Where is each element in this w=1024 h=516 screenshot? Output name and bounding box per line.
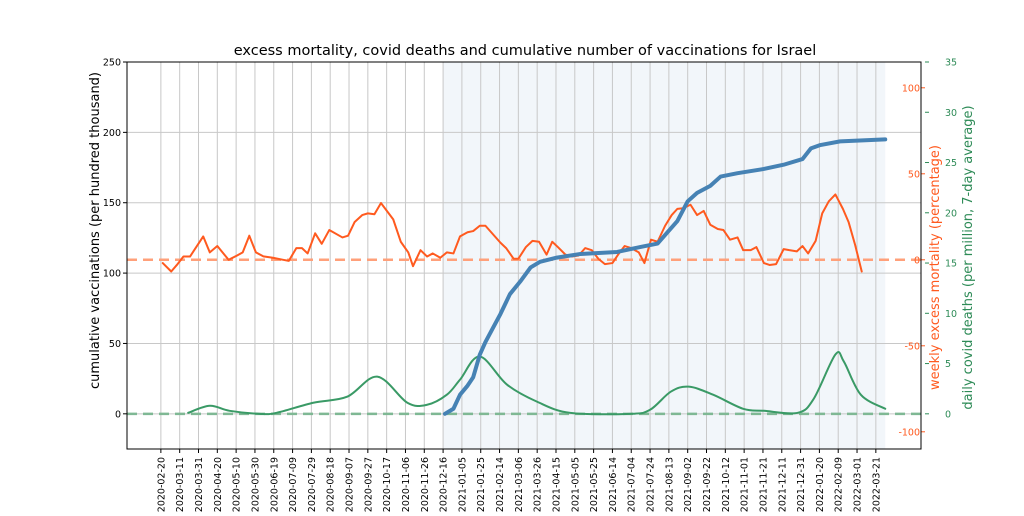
x-tick-label: 2021-01-25 — [476, 457, 487, 512]
x-tick-label: 2020-09-07 — [345, 457, 356, 512]
x-tick-label: 2020-03-31 — [194, 457, 205, 512]
chart-title: excess mortality, covid deaths and cumul… — [234, 43, 817, 59]
x-tick-label: 2021-03-26 — [533, 457, 544, 512]
y-tick-label-deaths: 0 — [945, 409, 951, 420]
x-tick-label: 2021-09-02 — [683, 457, 694, 512]
x-tick-label: 2021-10-12 — [721, 457, 732, 512]
x-tick-label: 2020-07-09 — [288, 457, 299, 512]
x-tick-label: 2020-08-18 — [326, 457, 337, 512]
x-tick-label: 2020-04-20 — [213, 457, 224, 512]
x-tick-label: 2022-03-21 — [871, 457, 882, 512]
x-tick-label: 2021-11-01 — [740, 457, 751, 512]
x-tick-label: 2020-11-26 — [420, 457, 431, 512]
y-tick-label-left: 100 — [103, 269, 121, 280]
x-tick-label: 2020-06-19 — [269, 457, 280, 512]
y-tick-label-deaths: 20 — [945, 208, 957, 219]
x-tick-label: 2021-08-13 — [664, 457, 675, 512]
x-tick-label: 2021-07-24 — [646, 457, 657, 512]
y-tick-label-deaths: 35 — [945, 58, 957, 69]
y-axis-label-excess: weekly excess mortality (percentage) — [928, 145, 943, 390]
x-tick-label: 2021-02-14 — [495, 457, 506, 512]
plot-frame — [126, 61, 922, 450]
y-tick-label-left: 200 — [103, 128, 121, 139]
excess-mortality-line — [161, 193, 863, 273]
y-tick-label-excess: 50 — [908, 169, 920, 180]
y-tick-label-excess: 0 — [914, 255, 920, 266]
y-axis-label-left: cumulative vaccinations (per hundred tho… — [88, 72, 103, 389]
y-tick-label-left: 0 — [115, 409, 121, 420]
y-tick-label-excess: -100 — [898, 427, 920, 438]
x-tick-label: 2021-01-05 — [457, 457, 468, 512]
x-tick-label: 2021-09-22 — [702, 457, 713, 512]
x-tick-label: 2021-12-11 — [777, 457, 788, 512]
y-tick-label-excess: -50 — [904, 341, 920, 352]
y-tick-label-deaths: 5 — [945, 359, 951, 370]
y-tick-label-left: 150 — [103, 198, 121, 209]
x-tick-label: 2020-10-17 — [382, 457, 393, 512]
x-tick-label: 2021-06-14 — [608, 457, 619, 512]
vaccination-period-shading — [443, 62, 886, 449]
y-tick-label-excess: 100 — [902, 83, 920, 94]
x-tick-label: 2020-12-16 — [439, 457, 450, 512]
x-tick-label: 2020-02-20 — [156, 457, 167, 512]
x-tick-label: 2022-02-09 — [834, 457, 845, 512]
y-tick-label-deaths: 15 — [945, 259, 957, 270]
x-tick-label: 2021-03-06 — [514, 457, 525, 512]
x-tick-label: 2021-12-31 — [796, 457, 807, 512]
covid-deaths-line — [187, 351, 887, 416]
x-tick-label: 2021-05-05 — [570, 457, 581, 512]
x-tick-label: 2021-07-04 — [627, 457, 638, 512]
x-tick-label: 2021-11-21 — [758, 457, 769, 512]
x-tick-label: 2022-03-01 — [853, 457, 864, 512]
x-tick-label: 2021-04-15 — [551, 457, 562, 512]
y-tick-label-left: 50 — [109, 339, 121, 350]
y-axis-label-deaths: daily covid deaths (per million, 7-day a… — [961, 105, 976, 409]
x-tick-label: 2021-05-25 — [589, 457, 600, 512]
x-tick-label: 2020-11-06 — [401, 457, 412, 512]
x-tick-label: 2020-09-27 — [363, 457, 374, 512]
y-tick-label-deaths: 25 — [945, 158, 957, 169]
x-tick-label: 2022-01-20 — [815, 457, 826, 512]
y-tick-label-deaths: 10 — [945, 309, 957, 320]
y-tick-label-deaths: 30 — [945, 108, 957, 119]
x-tick-label: 2020-05-30 — [250, 457, 261, 512]
x-tick-label: 2020-05-10 — [232, 457, 243, 512]
vaccinations-line — [442, 137, 888, 416]
y-tick-label-left: 250 — [103, 58, 121, 69]
x-tick-label: 2020-03-11 — [175, 457, 186, 512]
x-tick-label: 2020-07-29 — [307, 457, 318, 512]
